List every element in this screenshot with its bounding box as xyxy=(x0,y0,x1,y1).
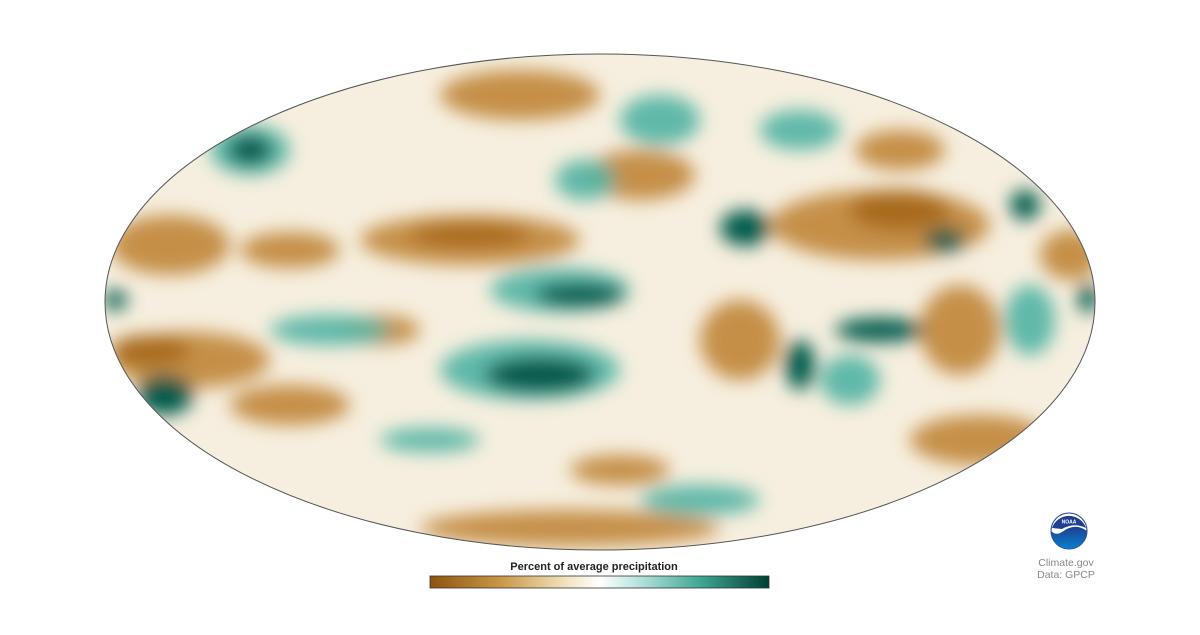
color-scale xyxy=(429,575,770,589)
credit-data: Data: GPCP xyxy=(1037,569,1095,581)
noaa-logo: NOAA xyxy=(1050,512,1088,550)
credit-source: Climate.gov xyxy=(1038,557,1094,569)
precipitation-map xyxy=(105,54,1095,550)
globe-outline xyxy=(104,53,1096,551)
legend-title: Percent of average precipitation xyxy=(510,561,678,573)
logo-text: NOAA xyxy=(1062,519,1077,525)
